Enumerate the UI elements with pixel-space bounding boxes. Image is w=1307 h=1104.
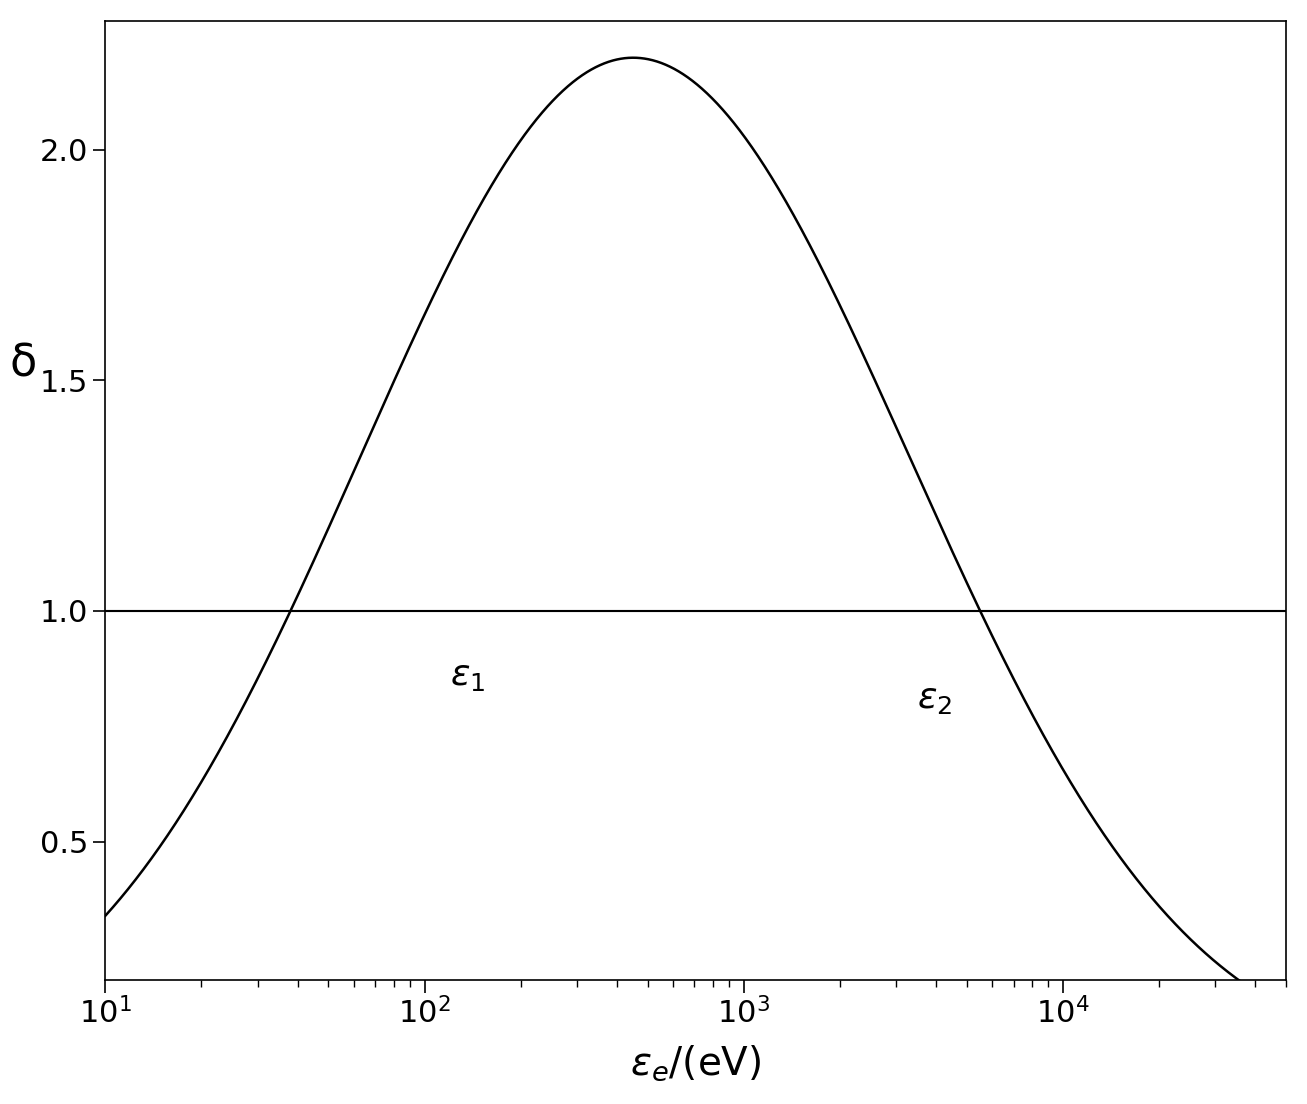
- X-axis label: $\varepsilon_e$/(eV): $\varepsilon_e$/(eV): [630, 1043, 762, 1083]
- Text: $\varepsilon_2$: $\varepsilon_2$: [918, 682, 953, 715]
- Y-axis label: δ: δ: [9, 342, 37, 385]
- Text: $\varepsilon_1$: $\varepsilon_1$: [450, 659, 485, 692]
